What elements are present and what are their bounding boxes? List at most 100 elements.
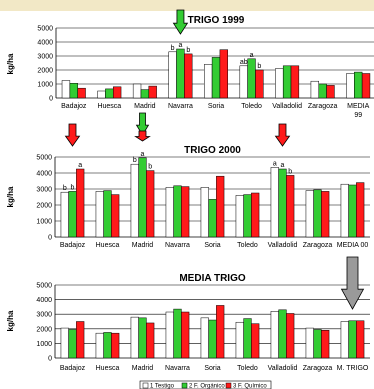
bar-zaragoza-s2	[318, 83, 327, 99]
significance-letter: b	[257, 63, 261, 70]
x-tick-label: Navarra	[165, 242, 190, 249]
bar-navarra-s3	[181, 311, 190, 359]
bar-huesca-s2	[103, 332, 112, 359]
bar-soria-s2	[208, 199, 217, 238]
y-tick-label: 1000	[36, 219, 52, 226]
significance-letter: b	[148, 164, 152, 171]
bar-toledo-s2	[243, 194, 252, 238]
significance-letter: ab	[240, 59, 248, 66]
bar-toledo-s2	[247, 58, 256, 99]
significance-letter: b	[63, 185, 67, 192]
bar-valladolid-s3	[286, 175, 295, 238]
bar-badajoz-s2	[69, 83, 78, 99]
x-tick-label: Navarra	[168, 103, 193, 110]
x-tick-label: Navarra	[165, 365, 190, 372]
y-tick-label: 1000	[37, 82, 53, 89]
bar-m.-trigo-s3	[356, 320, 365, 359]
down-arrow-red-valladolid	[274, 123, 291, 147]
bar-madrid-s3	[146, 322, 155, 359]
x-tick-label: Madrid	[132, 365, 154, 372]
bar-zaragoza-s3	[326, 85, 335, 99]
chart-title: MEDIA TRIGO	[179, 273, 246, 284]
legend-box	[139, 380, 272, 389]
significance-letter: a	[281, 162, 285, 169]
bar-huesca-s2	[103, 190, 112, 238]
bar-huesca-s3	[111, 194, 120, 238]
significance-letter: a	[273, 160, 277, 167]
x-tick-label: Soria	[204, 242, 220, 249]
x-tick-label: Badajoz	[61, 103, 87, 110]
chart-title: TRIGO 1999	[188, 15, 245, 26]
y-tick-label: 0	[48, 356, 52, 363]
x-tick-label: Huesca	[96, 242, 120, 249]
bar-media-00-s3	[356, 182, 365, 238]
bar-m.-trigo-s2	[348, 320, 357, 359]
x-tick-label: Madrid	[134, 103, 156, 110]
y-tick-label: 5000	[36, 155, 52, 162]
x-tick-label: Toledo	[237, 242, 258, 249]
y-tick-label: 4000	[36, 171, 52, 178]
bar-madrid-s3	[148, 85, 157, 99]
bar-madrid-s3	[146, 170, 155, 238]
bar-navarra-s1	[168, 51, 177, 99]
bar-badajoz-s1	[61, 80, 71, 99]
bar-huesca-s1	[95, 332, 104, 359]
y-axis-label: kg/ha	[6, 53, 15, 74]
significance-letter: b	[133, 157, 137, 164]
significance-letter: b	[171, 45, 175, 52]
bar-navarra-s2	[173, 308, 182, 359]
x-tick-label: Zaragoza	[303, 242, 333, 249]
significance-letter: b	[288, 168, 292, 175]
bar-valladolid-s1	[270, 167, 279, 238]
charts-layer: 0 1000 2000 3000 4000 5000 TRIGO 1999 kg/ha Bada…	[1, 11, 374, 380]
significance-letter: a	[250, 52, 254, 59]
bar-media-00-s1	[340, 183, 349, 238]
bar-zaragoza-s2	[313, 329, 322, 359]
bar-madrid-s2	[138, 317, 147, 359]
x-tick-label: Valladolid	[268, 365, 298, 372]
bar-huesca-s3	[112, 86, 122, 99]
bar-navarra-s2	[176, 48, 185, 99]
bar-zaragoza-s2	[313, 189, 322, 238]
y-tick-label: 3000	[36, 312, 52, 319]
y-tick-label: 3000	[36, 187, 52, 194]
chart-title: TRIGO 2000	[184, 145, 241, 156]
bar-toledo-s1	[235, 195, 244, 238]
bar-madrid-s1	[132, 83, 142, 99]
y-tick-label: 2000	[36, 326, 52, 333]
down-arrow-red-badajoz	[64, 123, 81, 147]
bar-badajoz-s3	[76, 168, 85, 238]
x-tick-label: Badajoz	[60, 365, 86, 372]
bar-badajoz-s1	[60, 191, 69, 238]
bar-m.-trigo-s1	[340, 321, 349, 359]
y-tick-label: 1000	[36, 341, 52, 348]
x-tick-label: Toledo	[237, 365, 258, 372]
bar-soria-s3	[216, 305, 225, 359]
bar-navarra-s3	[184, 53, 193, 99]
x-tick-label: Valladolid	[268, 242, 298, 249]
bar-soria-s1	[200, 317, 209, 359]
x-tick-label: 99	[354, 112, 362, 119]
down-arrow-green-madrid	[135, 112, 150, 136]
significance-letter: a	[141, 151, 145, 158]
x-tick-label: Huesca	[97, 103, 121, 110]
x-tick-label: Huesca	[96, 365, 120, 372]
legend-swatch-3	[225, 382, 232, 389]
x-tick-label: Madrid	[132, 242, 154, 249]
significance-letter: a	[178, 42, 182, 49]
legend-label-2: 2 F. Orgánico	[189, 384, 225, 389]
bar-badajoz-s3	[77, 87, 86, 99]
bar-valladolid-s2	[282, 65, 292, 99]
bar-soria-s2	[208, 319, 217, 359]
bar-valladolid-s2	[278, 168, 287, 238]
x-tick-label: Toledo	[241, 103, 262, 110]
bar-valladolid-s2	[278, 309, 287, 359]
down-arrow-red-madrid	[134, 130, 151, 142]
y-tick-label: 2000	[36, 203, 52, 210]
y-tick-label: 4000	[37, 40, 53, 47]
significance-letter: b	[71, 184, 75, 191]
chart-2: 0 1000 2000 3000 4000 5000 TRIGO 2000 kg/ha Bada…	[1, 145, 373, 261]
bar-soria-s3	[216, 175, 225, 238]
bar-navarra-s1	[165, 187, 174, 238]
